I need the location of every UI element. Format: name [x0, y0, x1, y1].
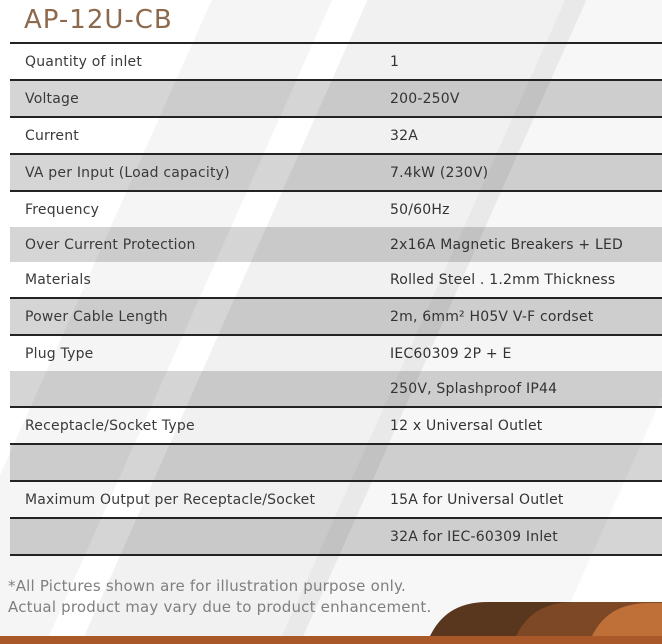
- spec-value: 15A for Universal Outlet: [390, 491, 564, 508]
- spec-row: 250V, Splashproof IP44: [10, 371, 662, 406]
- spec-label: Over Current Protection: [25, 236, 196, 253]
- product-model-title: AP-12U-CB: [24, 5, 173, 35]
- spec-value: 2m, 6mm² H05V V-F cordset: [390, 308, 594, 325]
- spec-value: 50/60Hz: [390, 201, 450, 218]
- spec-value: 32A: [390, 127, 418, 144]
- spec-value: Rolled Steel . 1.2mm Thickness: [390, 271, 616, 288]
- spec-label: Maximum Output per Receptacle/Socket: [25, 491, 316, 508]
- bottom-accent-bar: [0, 636, 662, 644]
- spec-row: VA per Input (Load capacity) 7.4kW (230V…: [10, 153, 662, 190]
- spec-label: Power Cable Length: [25, 308, 168, 325]
- spec-row: Frequency 50/60Hz: [10, 190, 662, 227]
- spec-value: 200-250V: [390, 90, 460, 107]
- spec-label: Materials: [25, 271, 91, 288]
- spec-row: [10, 443, 662, 480]
- spec-row: Over Current Protection 2x16A Magnetic B…: [10, 227, 662, 262]
- spec-row: Quantity of inlet 1: [10, 44, 662, 79]
- disclaimer-line-1: *All Pictures shown are for illustration…: [8, 577, 406, 595]
- spec-label: Frequency: [25, 201, 100, 218]
- spec-label: Receptacle/Socket Type: [25, 417, 195, 434]
- spec-label: VA per Input (Load capacity): [25, 164, 230, 181]
- spec-value: 32A for IEC-60309 Inlet: [390, 528, 558, 545]
- spec-value: 1: [390, 53, 400, 70]
- spec-label: Voltage: [25, 90, 79, 107]
- specification-table: Quantity of inlet 1 Voltage 200-250V Cur…: [10, 42, 662, 556]
- spec-row: Voltage 200-250V: [10, 79, 662, 116]
- spec-label: Current: [25, 127, 79, 144]
- spec-row: Power Cable Length 2m, 6mm² H05V V-F cor…: [10, 297, 662, 334]
- spec-value: 250V, Splashproof IP44: [390, 380, 558, 397]
- spec-value: 12 x Universal Outlet: [390, 417, 543, 434]
- spec-value: 2x16A Magnetic Breakers + LED: [390, 236, 623, 253]
- spec-label: Plug Type: [25, 345, 94, 362]
- spec-row: Materials Rolled Steel . 1.2mm Thickness: [10, 262, 662, 297]
- spec-label: Quantity of inlet: [25, 53, 143, 70]
- spec-row: 32A for IEC-60309 Inlet: [10, 517, 662, 554]
- spec-value: IEC60309 2P + E: [390, 345, 512, 362]
- spec-value: 7.4kW (230V): [390, 164, 489, 181]
- disclaimer-line-2: Actual product may vary due to product e…: [8, 598, 432, 616]
- disclaimer-text: *All Pictures shown are for illustration…: [8, 576, 431, 618]
- brand-swoosh-graphic: [430, 602, 662, 636]
- spec-row: Current 32A: [10, 116, 662, 153]
- spec-row: Maximum Output per Receptacle/Socket 15A…: [10, 480, 662, 517]
- spec-row: Receptacle/Socket Type 12 x Universal Ou…: [10, 406, 662, 443]
- spec-row: Plug Type IEC60309 2P + E: [10, 334, 662, 371]
